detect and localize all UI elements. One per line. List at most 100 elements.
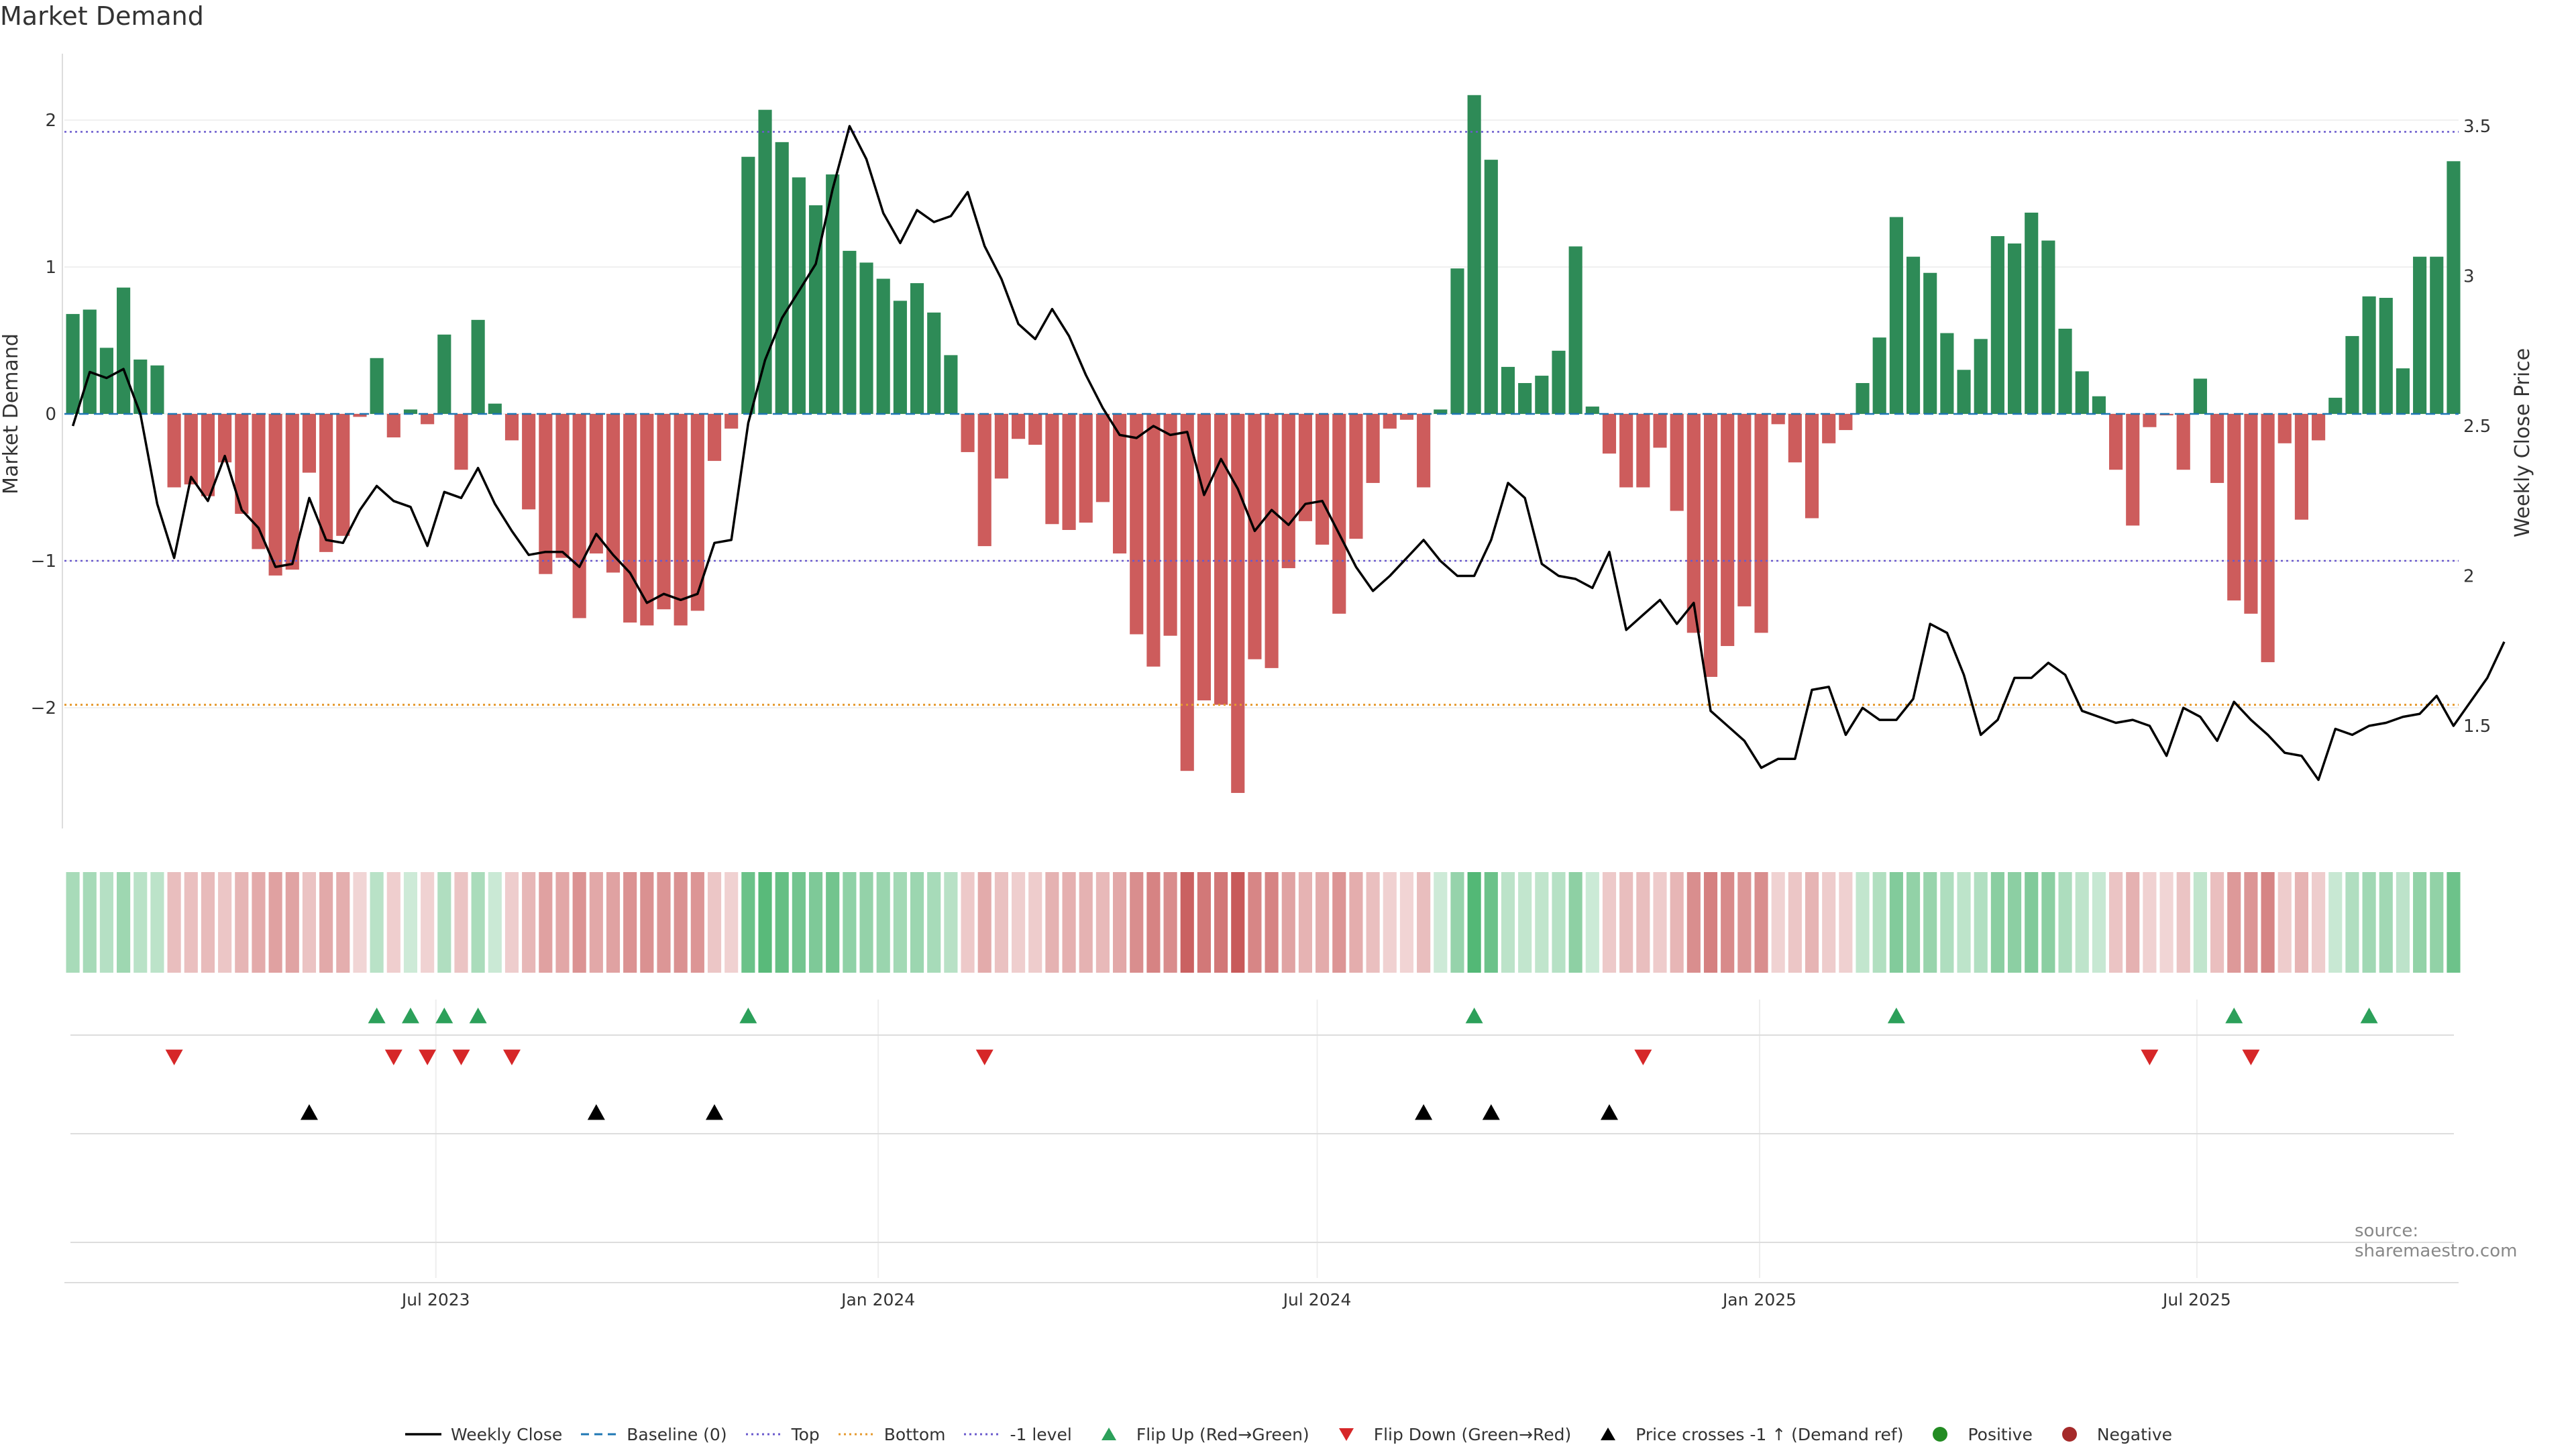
legend-label: Weekly Close — [450, 1424, 563, 1444]
flip-down-marker — [419, 1049, 437, 1065]
demand-bar-negative — [1839, 414, 1853, 431]
heat-strip-cell — [977, 872, 991, 973]
legend-label: -1 level — [1010, 1424, 1072, 1444]
heat-strip-cell — [1974, 872, 1988, 973]
legend-item: Price crosses -1 ↑ (Demand ref) — [1589, 1425, 1903, 1444]
demand-bar-negative — [1636, 414, 1650, 488]
heat-strip-cell — [1011, 872, 1026, 973]
heat-strip-cell — [2277, 872, 2292, 973]
demand-bar-positive — [83, 309, 97, 414]
heat-strip-cell — [1113, 872, 1127, 973]
legend-label: Flip Down (Green→Red) — [1373, 1424, 1572, 1444]
demand-bar-negative — [1146, 414, 1161, 667]
demand-bar-negative — [977, 414, 991, 547]
demand-bar-negative — [336, 414, 350, 536]
heat-strip-cell — [386, 872, 400, 973]
heat-strip-cell — [1298, 872, 1313, 973]
demand-bar-positive — [2396, 368, 2410, 414]
heat-strip-cell — [2413, 872, 2427, 973]
demand-bar-positive — [1535, 376, 1549, 414]
legend-item: Baseline (0) — [580, 1425, 727, 1444]
y2-tick-label: 3 — [2463, 267, 2475, 287]
heat-strip-cell — [1721, 872, 1735, 973]
demand-bar-positive — [1990, 236, 2004, 414]
price-cross-marker — [1482, 1104, 1500, 1120]
heat-strip-cell — [1316, 872, 1330, 973]
chart-title: Market Demand — [0, 1, 204, 31]
heat-strip-cell — [117, 872, 131, 973]
demand-bar-positive — [2413, 256, 2427, 414]
heat-strip-cell — [1585, 872, 1599, 973]
demand-bar-negative — [1011, 414, 1026, 439]
demand-bar-negative — [1045, 414, 1059, 525]
demand-bar-positive — [2430, 256, 2444, 414]
demand-bar-negative — [1163, 414, 1177, 636]
demand-bar-negative — [606, 414, 621, 573]
heat-strip-cell — [2328, 872, 2343, 973]
heat-strip-cell — [1686, 872, 1701, 973]
heat-strip-cell — [1248, 872, 1262, 973]
legend-item: Flip Down (Green→Red) — [1327, 1424, 1572, 1444]
heat-strip-cell — [2362, 872, 2376, 973]
flip-down-marker — [2141, 1049, 2159, 1065]
heat-strip-cell — [1501, 872, 1515, 973]
demand-bar-negative — [1231, 414, 1245, 794]
source-credit: source: sharemaestro.com — [2355, 1221, 2518, 1261]
heat-strip-cell — [1602, 872, 1617, 973]
demand-bar-positive — [2092, 396, 2106, 414]
demand-bar-negative — [218, 414, 232, 463]
heat-strip-cell — [690, 872, 704, 973]
demand-bar-negative — [572, 414, 586, 619]
heat-strip-cell — [2176, 872, 2190, 973]
demand-bar-positive — [403, 409, 418, 414]
demand-bar-positive — [2007, 243, 2022, 414]
legend-item: Top — [745, 1425, 820, 1444]
demand-bar-positive — [1501, 366, 1515, 414]
demand-bar-positive — [2447, 161, 2461, 414]
demand-bar-negative — [640, 414, 654, 626]
legend-label: Price crosses -1 ↑ (Demand ref) — [1635, 1424, 1904, 1444]
demand-bar-positive — [1585, 407, 1599, 414]
heat-strip-cell — [539, 872, 553, 973]
heat-strip-cell — [235, 872, 249, 973]
price-cross-marker — [587, 1104, 605, 1120]
demand-bar-positive — [437, 334, 451, 414]
demand-bar-positive — [1872, 337, 1886, 414]
heat-strip-cell — [1788, 872, 1802, 973]
demand-bar-positive — [2025, 212, 2039, 414]
heat-strip-cell — [1281, 872, 1295, 973]
demand-bar-positive — [150, 365, 164, 414]
heat-strip-cell — [1399, 872, 1414, 973]
demand-bar-negative — [1248, 414, 1262, 659]
heat-strip-cell — [1332, 872, 1346, 973]
heat-strip-cell — [2396, 872, 2410, 973]
heat-strip-cell — [1619, 872, 1633, 973]
demand-bar-positive — [117, 287, 131, 414]
heat-strip-cell — [724, 872, 739, 973]
heat-strip-cell — [741, 872, 755, 973]
heat-strip-cell — [2261, 872, 2275, 973]
heat-strip-cell — [2447, 872, 2461, 973]
heat-strip-cell — [775, 872, 789, 973]
heat-strip-cell — [1231, 872, 1245, 973]
legend-label: Flip Up (Red→Green) — [1136, 1424, 1309, 1444]
heat-strip-cell — [657, 872, 671, 973]
flip-down-marker — [452, 1049, 470, 1065]
heat-strip-cell — [2108, 872, 2123, 973]
flip-down-marker — [1634, 1049, 1652, 1065]
demand-bar-negative — [1670, 414, 1684, 511]
y-tick-label: −1 — [31, 551, 56, 572]
demand-bar-negative — [2176, 414, 2190, 470]
price-cross-marker — [1415, 1104, 1433, 1120]
legend-item: Weekly Close — [404, 1425, 562, 1444]
heat-strip-cell — [99, 872, 113, 973]
heat-strip-cell — [1957, 872, 1971, 973]
heat-strip-cell — [421, 872, 435, 973]
heat-strip-cell — [1889, 872, 1903, 973]
y-axis-label: Market Demand — [0, 333, 23, 494]
demand-bar-positive — [910, 283, 924, 414]
legend-swatch-icon — [963, 1425, 1002, 1444]
demand-bar-negative — [623, 414, 637, 623]
heat-strip-cell — [1737, 872, 1752, 973]
